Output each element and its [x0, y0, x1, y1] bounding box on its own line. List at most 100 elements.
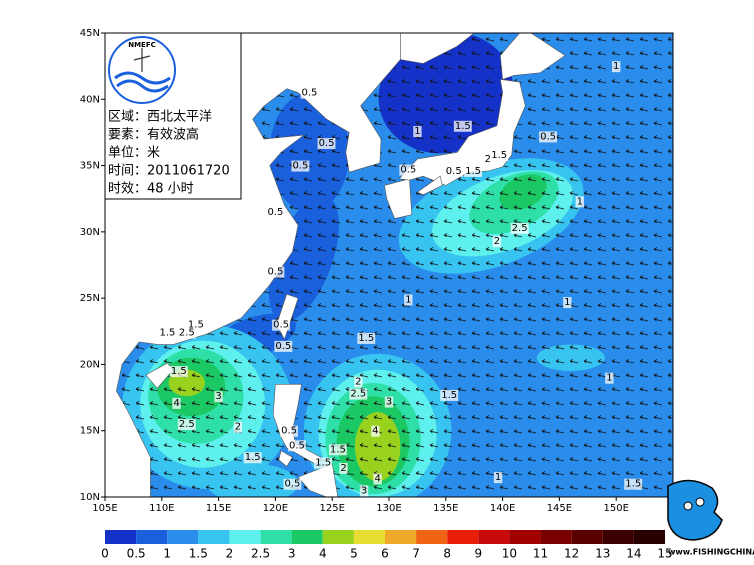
contour-label-bg	[413, 126, 422, 138]
contour-label: 1.5	[171, 366, 187, 377]
contour-label: 2.5	[512, 223, 528, 234]
contour-label-bg	[371, 425, 380, 437]
contour-label-bg	[214, 391, 223, 403]
contour-label: 1.5	[330, 444, 346, 455]
contour-label: 0.5	[273, 320, 289, 331]
contour-label: 0.5	[289, 440, 305, 451]
colorbar-box	[416, 530, 448, 544]
colorbar-label: 5	[350, 547, 358, 561]
colorbar-label: 6	[381, 547, 389, 561]
contour-label-bg	[186, 319, 205, 331]
site-logo	[667, 479, 723, 541]
colorbar-box	[167, 530, 199, 544]
contour-label-bg	[563, 297, 572, 309]
contour-label: 0.5	[284, 479, 300, 490]
contour-label: 0.5	[319, 138, 335, 149]
logo-mast	[133, 48, 151, 72]
colorbar-label: 11	[533, 547, 548, 561]
contour-label-bg	[283, 478, 302, 490]
contour-label: 1	[613, 61, 619, 72]
contour-label: 1	[414, 126, 420, 137]
contour-label-bg	[624, 478, 643, 490]
contour-label: 4	[372, 426, 378, 437]
colorbar-label: 1.5	[189, 547, 208, 561]
contour-label: 2	[340, 463, 346, 474]
info-line: 时效：48 小时	[108, 182, 194, 197]
contour-label: 4	[173, 398, 179, 409]
lat-tick-label: 40N	[80, 94, 100, 105]
contour-label: 2	[355, 377, 361, 388]
contour-label: 1.5	[160, 328, 176, 339]
colorbar-label: 0.5	[127, 547, 146, 561]
contour-label: 2.5	[179, 419, 195, 430]
colorbar-box	[105, 530, 137, 544]
colorbar-label: 13	[595, 547, 610, 561]
colorbar-label: 7	[412, 547, 420, 561]
lat-tick-label: 25N	[80, 293, 100, 304]
contour-label: 1.5	[491, 150, 507, 161]
lon-tick-label: 105E	[92, 503, 117, 514]
lat-tick-label: 35N	[80, 161, 100, 172]
contour-label-bg	[274, 340, 293, 352]
contour-label-bg	[349, 388, 368, 400]
colorbar-label: 10	[502, 547, 517, 561]
contour-label-bg	[612, 61, 621, 73]
contour-label-bg	[357, 332, 376, 344]
lat-tick-label: 15N	[80, 426, 100, 437]
contour-label-bg	[493, 472, 503, 484]
contour-label-bg	[373, 473, 382, 485]
colorbar-label: 8	[443, 547, 451, 561]
contour-label: 1.5	[625, 479, 641, 490]
colorbar-label: 1	[163, 547, 171, 561]
contour-label: 3	[361, 485, 367, 496]
contour-label: 1	[577, 196, 583, 207]
land	[278, 450, 293, 467]
contour-label: 2.5	[350, 389, 366, 400]
contour-label-bg	[539, 131, 557, 143]
lon-tick-label: 125E	[319, 503, 344, 514]
lon-tick-label: 135E	[433, 503, 458, 514]
contour-label-bg	[300, 87, 319, 99]
colorbar-box	[291, 530, 323, 544]
info-line: 单位：米	[108, 146, 160, 161]
colorbar-label: 4	[319, 547, 327, 561]
contour-label: 3	[386, 397, 392, 408]
contour-label-bg	[339, 462, 348, 474]
lat-tick-label: 20N	[80, 359, 100, 370]
colorbar-label: 12	[564, 547, 579, 561]
map-area: 0.50.50.50.50.50.50.51 1.50.5 0.5 1.52 1.52.…	[105, 33, 673, 497]
colorbar-label: 2	[226, 547, 234, 561]
colorbar-label: 15	[657, 547, 672, 561]
contour-label: 0.5	[292, 161, 308, 172]
lat-tick-label: 10N	[80, 492, 100, 503]
land	[384, 178, 413, 219]
colorbar-box	[509, 530, 541, 544]
contour-label-bg	[492, 236, 502, 248]
contour-label-bg	[453, 120, 472, 132]
colorbar-box	[571, 530, 603, 544]
contour-label: 1	[405, 294, 411, 305]
land	[272, 384, 322, 465]
contour-label-bg	[314, 457, 333, 469]
contour-label-bg	[291, 160, 310, 172]
lon-tick-label: 150E	[603, 503, 628, 514]
colorbar-box	[602, 530, 634, 544]
info-line: 时间：2011061720	[108, 164, 230, 179]
contour-label-bg	[404, 294, 413, 306]
contour-label-bg	[317, 138, 336, 150]
colorbar-box	[229, 530, 261, 544]
colorbar-label: 9	[475, 547, 483, 561]
lon-tick-label: 140E	[490, 503, 515, 514]
lon-tick-label: 120E	[263, 503, 288, 514]
land	[400, 33, 475, 64]
contour-label-bg	[328, 444, 347, 456]
colorbar-box	[353, 530, 385, 544]
contour-label-bg	[272, 319, 291, 331]
lat-tick-label: 45N	[80, 28, 100, 39]
contour-label: 0.5	[400, 165, 416, 176]
contour-label: 2	[494, 236, 500, 247]
contour-label: 2	[235, 422, 241, 433]
contour-label-bg	[266, 206, 285, 218]
colorbar-box	[633, 530, 665, 544]
